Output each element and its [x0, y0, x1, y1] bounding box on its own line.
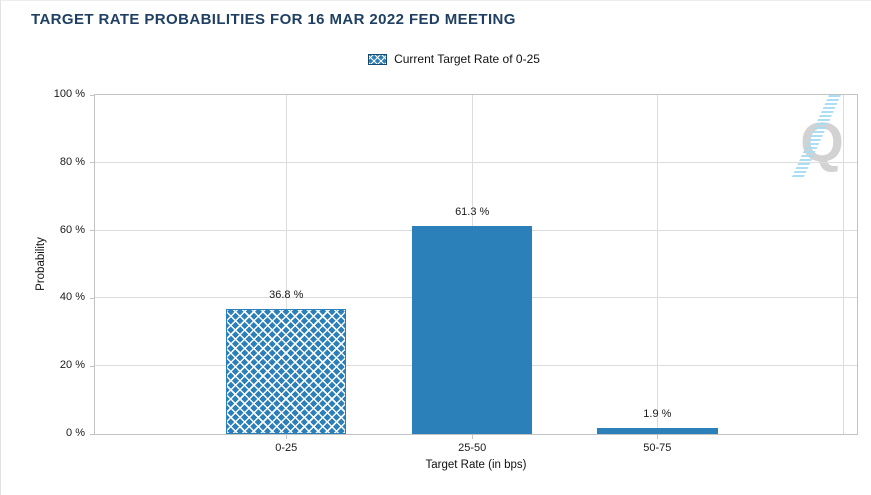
x-axis-title: Target Rate (in bps): [425, 459, 527, 471]
x-gridline: [843, 95, 845, 434]
y-tick-mark: [90, 94, 95, 96]
legend: Current Target Rate of 0-25: [19, 52, 871, 66]
bar-50-75[interactable]: [597, 427, 718, 434]
x-gridline: [657, 95, 659, 434]
x-tick-label: 0-25: [275, 442, 298, 454]
y-gridline: [95, 161, 857, 163]
legend-label: Current Target Rate of 0-25: [394, 52, 540, 66]
q-watermark-logo: Q: [791, 95, 844, 179]
chart-title: TARGET RATE PROBABILITIES FOR 16 MAR 202…: [31, 11, 516, 28]
x-tick-mark: [471, 434, 473, 439]
y-tick-mark: [90, 297, 95, 299]
x-tick-mark: [285, 434, 287, 439]
bar-25-50[interactable]: [411, 226, 533, 434]
y-tick-label: 0 %: [66, 427, 85, 439]
plot-area: Q 0 % 20 % 40 % 60 % 80 % 100 % 36.8 % 0-25 61.3…: [54, 88, 858, 454]
y-axis-title: Probability: [35, 237, 47, 291]
x-tick-label: 50-75: [643, 442, 672, 454]
y-tick-label: 20 %: [59, 359, 85, 372]
x-tick-mark: [656, 434, 658, 439]
y-tick-mark: [90, 433, 95, 435]
y-tick-mark: [90, 365, 95, 367]
bar-value-label: 61.3 %: [455, 206, 490, 219]
y-tick-label: 100 %: [53, 88, 85, 100]
q-watermark-swoosh: [791, 95, 841, 179]
bar-value-label: 36.8 %: [269, 289, 304, 302]
y-tick-label: 60 %: [59, 223, 85, 236]
bar-value-label: 1.9 %: [643, 407, 672, 420]
x-gridline: [286, 95, 288, 434]
y-tick-mark: [90, 162, 95, 164]
y-tick-label: 80 %: [59, 155, 85, 168]
y-tick-label: 40 %: [59, 291, 85, 304]
x-tick-label: 25-50: [458, 442, 487, 454]
legend-swatch-crosshatch-icon: [368, 53, 388, 65]
bar-0-25[interactable]: [226, 309, 347, 434]
y-tick-mark: [90, 230, 95, 232]
